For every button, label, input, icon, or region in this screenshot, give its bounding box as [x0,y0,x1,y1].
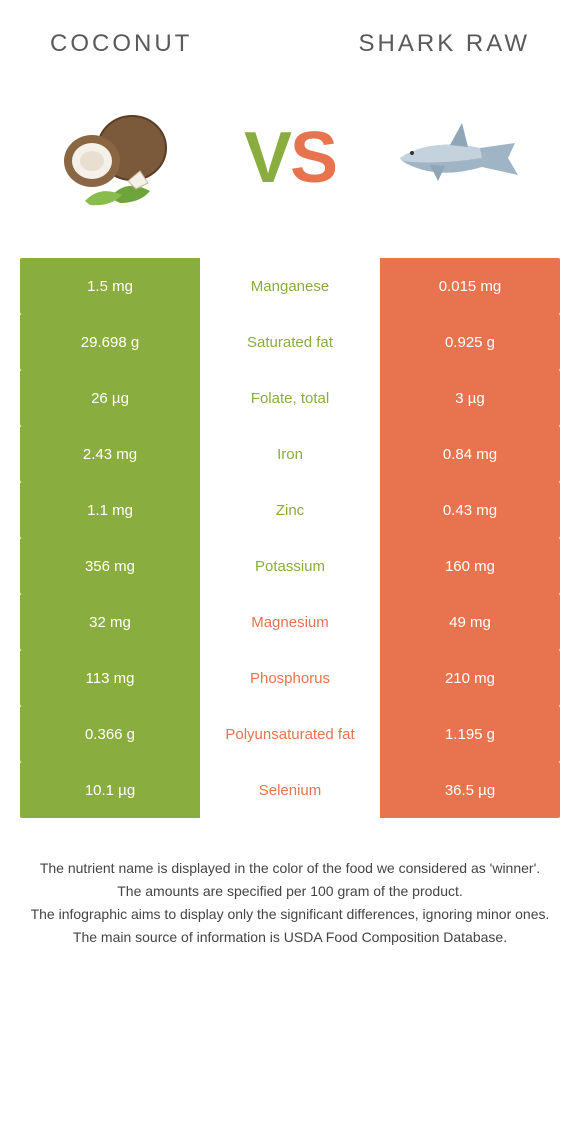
vs-v-letter: V [244,118,290,198]
left-value-cell: 0.366 g [20,706,200,762]
nutrient-label-cell: Folate, total [200,370,380,426]
nutrient-label-cell: Selenium [200,762,380,818]
right-value-cell: 210 mg [380,650,560,706]
right-food-title: Shark Raw [359,30,530,58]
table-row: 1.5 mgManganese0.015 mg [20,258,560,314]
vs-row: VS [20,78,560,258]
nutrient-label-cell: Potassium [200,538,380,594]
left-value-cell: 32 mg [20,594,200,650]
right-value-cell: 3 µg [380,370,560,426]
nutrient-label-cell: Magnesium [200,594,380,650]
left-value-cell: 10.1 µg [20,762,200,818]
table-row: 356 mgPotassium160 mg [20,538,560,594]
right-value-cell: 36.5 µg [380,762,560,818]
nutrient-label-cell: Saturated fat [200,314,380,370]
footer-line-2: The amounts are specified per 100 gram o… [30,881,550,902]
right-value-cell: 0.43 mg [380,482,560,538]
right-value-cell: 1.195 g [380,706,560,762]
left-value-cell: 1.1 mg [20,482,200,538]
coconut-icon [50,98,190,218]
vs-label: VS [244,117,336,199]
table-row: 10.1 µgSelenium36.5 µg [20,762,560,818]
table-row: 2.43 mgIron0.84 mg [20,426,560,482]
right-value-cell: 49 mg [380,594,560,650]
nutrient-label-cell: Polyunsaturated fat [200,706,380,762]
table-row: 1.1 mgZinc0.43 mg [20,482,560,538]
footer-line-3: The infographic aims to display only the… [30,904,550,925]
shark-icon [390,98,530,218]
table-row: 26 µgFolate, total3 µg [20,370,560,426]
left-value-cell: 1.5 mg [20,258,200,314]
header: Coconut Shark Raw [20,20,560,78]
table-row: 32 mgMagnesium49 mg [20,594,560,650]
nutrient-label-cell: Phosphorus [200,650,380,706]
footer-line-1: The nutrient name is displayed in the co… [30,858,550,879]
left-value-cell: 2.43 mg [20,426,200,482]
table-row: 0.366 gPolyunsaturated fat1.195 g [20,706,560,762]
nutrient-label-cell: Iron [200,426,380,482]
nutrient-table: 1.5 mgManganese0.015 mg29.698 gSaturated… [20,258,560,818]
nutrient-label-cell: Zinc [200,482,380,538]
left-value-cell: 26 µg [20,370,200,426]
nutrient-label-cell: Manganese [200,258,380,314]
left-value-cell: 29.698 g [20,314,200,370]
right-value-cell: 0.84 mg [380,426,560,482]
left-food-title: Coconut [50,30,192,58]
table-row: 113 mgPhosphorus210 mg [20,650,560,706]
right-value-cell: 0.925 g [380,314,560,370]
left-value-cell: 356 mg [20,538,200,594]
vs-s-letter: S [290,118,336,198]
right-value-cell: 160 mg [380,538,560,594]
footer-line-4: The main source of information is USDA F… [30,927,550,948]
right-value-cell: 0.015 mg [380,258,560,314]
left-value-cell: 113 mg [20,650,200,706]
footer-notes: The nutrient name is displayed in the co… [20,818,560,948]
table-row: 29.698 gSaturated fat0.925 g [20,314,560,370]
